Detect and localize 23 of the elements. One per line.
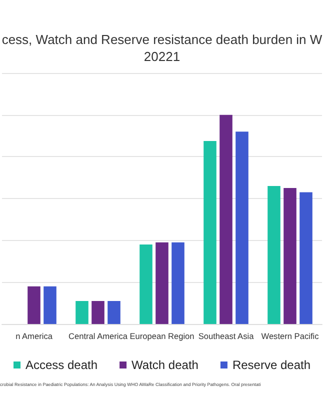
bar (92, 300, 104, 324)
x-tick-label: n America (16, 331, 53, 341)
legend-label: Access death (25, 358, 98, 372)
x-tick-label: European Region (130, 331, 195, 341)
x-tick-label: Western Pacific (261, 331, 319, 341)
bar (284, 188, 296, 324)
bar (44, 286, 56, 324)
bar (28, 286, 40, 324)
legend-label: Watch death (132, 358, 198, 372)
x-tick-label: Central America (68, 331, 128, 341)
bar (220, 114, 232, 324)
bar (300, 192, 312, 324)
legend-label: Reserve death (232, 358, 311, 372)
x-tick-label: Southeast Asia (198, 331, 254, 341)
bar (140, 244, 152, 324)
bar (172, 242, 184, 324)
bar (76, 300, 88, 324)
bar (108, 300, 120, 324)
bar (156, 242, 168, 324)
chart-title: cess, Watch and Reserve resistance death burden in W 20221 (2, 32, 323, 64)
bar (204, 140, 216, 324)
bar (268, 186, 280, 324)
bar (236, 132, 248, 324)
